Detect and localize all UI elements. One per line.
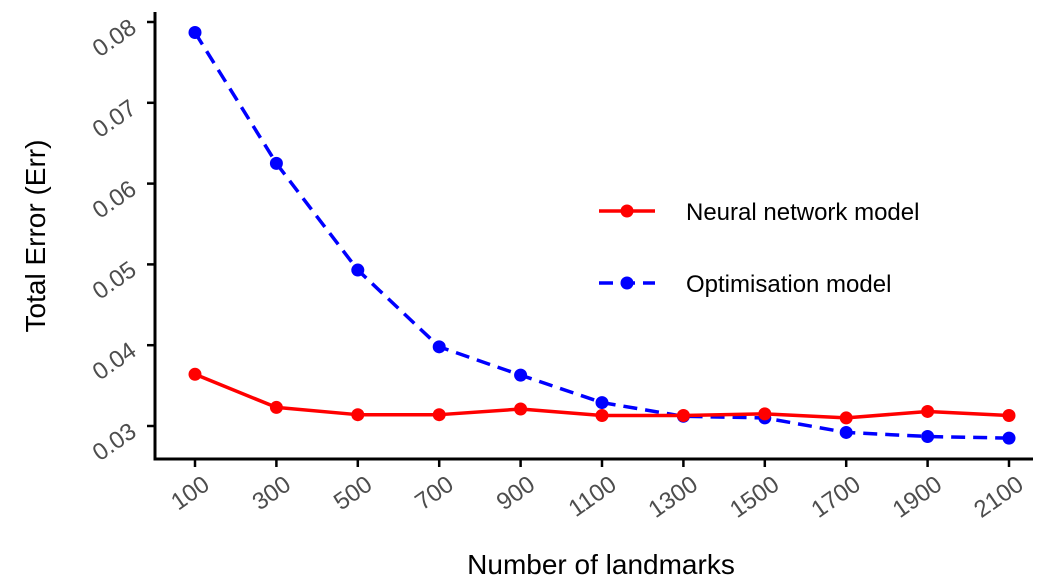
series-layer: [188, 26, 1016, 445]
x-tick-label: 900: [492, 471, 540, 516]
x-tick-label: 1500: [725, 471, 784, 524]
x-axis-title: Number of landmarks: [467, 549, 735, 580]
data-point-optimisation-model: [188, 26, 202, 40]
data-point-neural-network-model: [839, 411, 853, 425]
data-point-neural-network-model: [1002, 408, 1016, 422]
legend-key-marker-neural-network: [620, 204, 634, 218]
y-tick-label: 0.04: [88, 337, 142, 386]
legend-item-optimisation: Optimisation model: [599, 271, 891, 298]
y-tick-label: 0.07: [88, 95, 142, 144]
data-point-neural-network-model: [595, 408, 609, 422]
y-axis-ticks: 0.03 0.04 0.05 0.06 0.07 0.08: [88, 14, 155, 467]
legend-item-neural-network: Neural network model: [599, 199, 919, 226]
y-tick-label: 0.03: [88, 418, 142, 467]
data-point-optimisation-model: [514, 368, 528, 382]
legend-label-optimisation: Optimisation model: [686, 271, 891, 298]
data-point-optimisation-model: [351, 263, 365, 277]
data-point-neural-network-model: [758, 407, 772, 421]
x-tick-label: 1100: [564, 471, 622, 523]
y-tick-label: 0.05: [88, 256, 142, 305]
data-point-neural-network-model: [269, 400, 283, 414]
x-tick-label: 1300: [644, 471, 703, 524]
x-tick-label: 2100: [969, 471, 1028, 524]
data-point-neural-network-model: [676, 408, 690, 422]
data-point-neural-network-model: [514, 402, 528, 416]
legend-key-marker-optimisation: [620, 276, 634, 290]
data-point-neural-network-model: [351, 408, 365, 422]
x-tick-label: 700: [410, 471, 458, 516]
data-point-optimisation-model: [269, 156, 283, 170]
data-point-neural-network-model: [432, 408, 446, 422]
series-line-optimisation-model: [193, 31, 1010, 440]
data-point-optimisation-model: [839, 425, 853, 439]
data-point-neural-network-model: [921, 404, 935, 418]
y-tick-label: 0.08: [88, 14, 142, 63]
x-tick-label: 100: [166, 471, 214, 516]
legend: Neural network model Optimisation model: [599, 199, 919, 298]
y-tick-label: 0.06: [88, 175, 142, 224]
x-axis-ticks: 100 300 500 700 900 1100 1300 1500 1700 1900 2100: [166, 459, 1028, 524]
x-tick-label: 500: [329, 471, 377, 516]
data-point-optimisation-model: [595, 396, 609, 410]
x-tick-label: 1700: [806, 471, 865, 524]
x-tick-label: 300: [248, 471, 296, 516]
data-point-optimisation-model: [432, 340, 446, 354]
legend-label-neural-network: Neural network model: [686, 199, 919, 226]
data-point-neural-network-model: [188, 367, 202, 381]
y-axis-title: Total Error (Err): [20, 140, 51, 333]
data-point-optimisation-model: [1002, 431, 1016, 445]
data-point-optimisation-model: [921, 430, 935, 444]
x-tick-label: 1900: [888, 471, 947, 524]
